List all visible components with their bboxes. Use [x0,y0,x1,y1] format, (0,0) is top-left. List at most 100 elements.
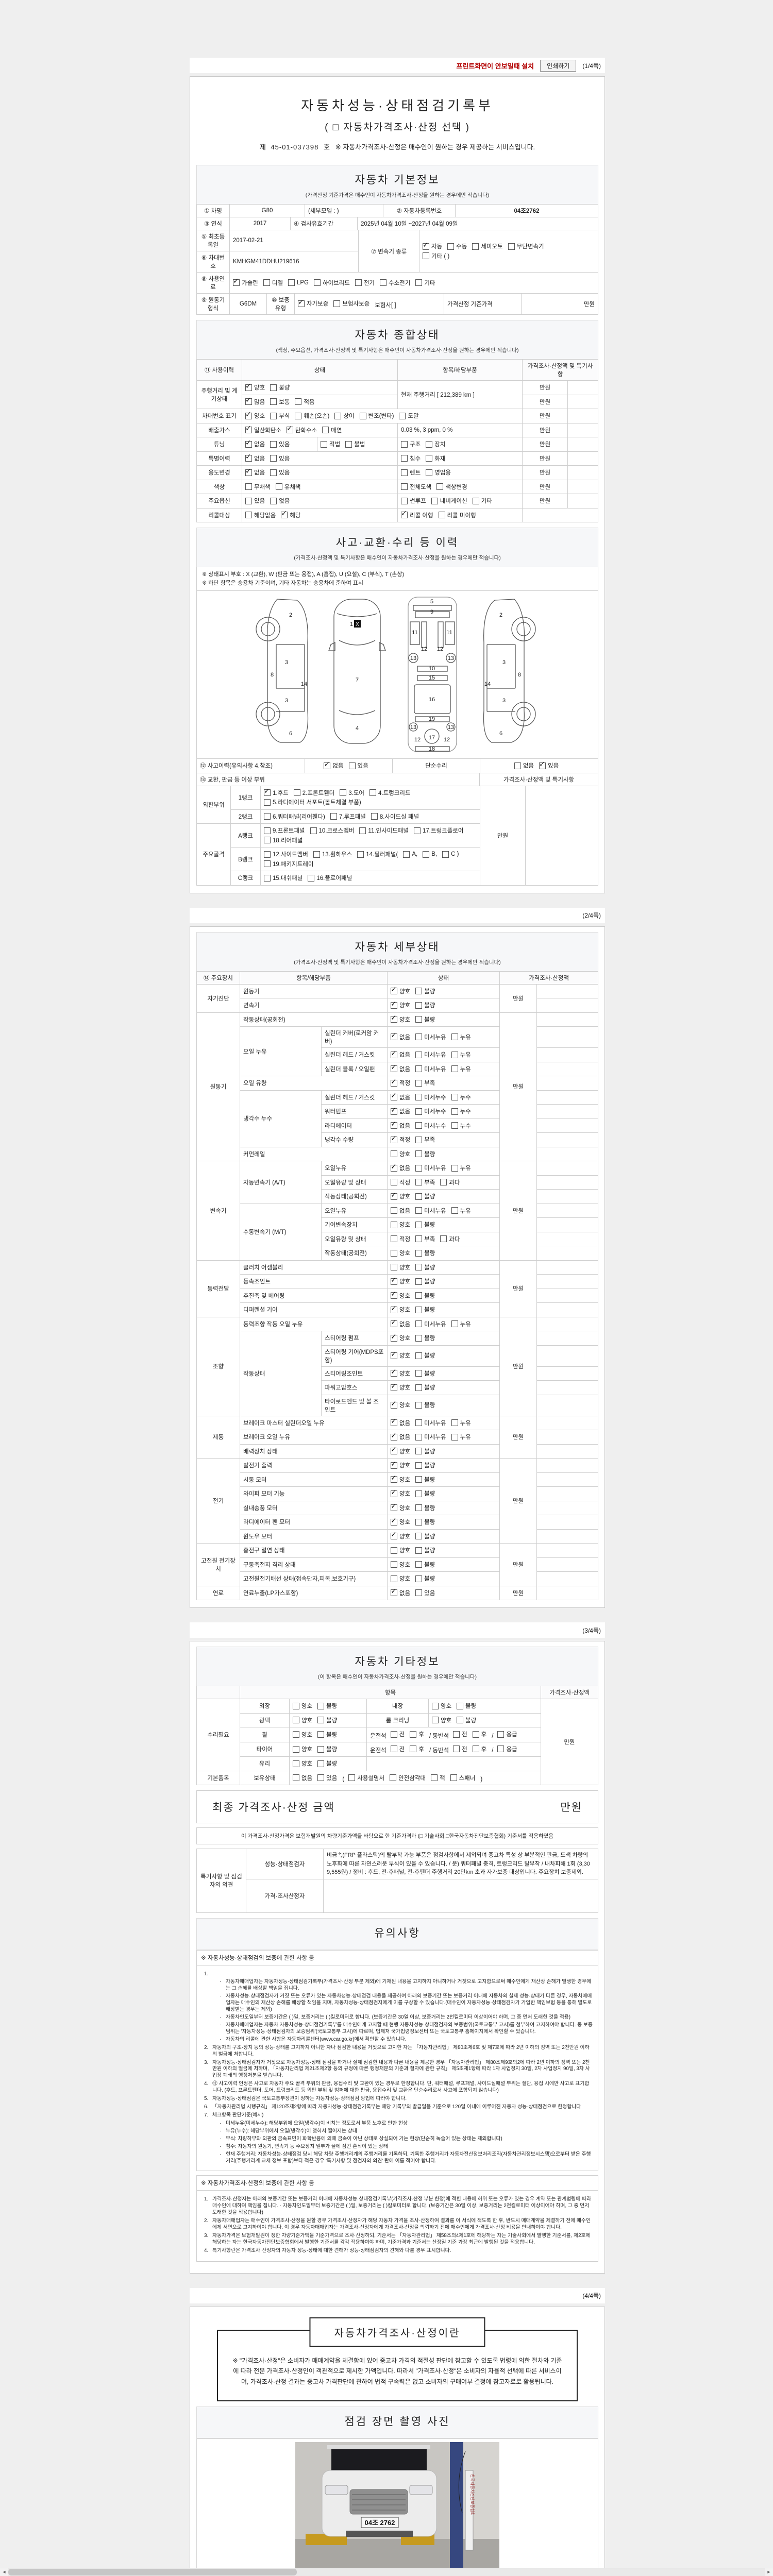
checkbox-option[interactable]: 12.사이드멤버 [264,850,308,858]
checkbox-option[interactable]: 누유 [451,1207,471,1215]
unchecked-checkbox-icon[interactable] [415,1051,423,1058]
checkbox-option[interactable]: 리콜 이행 [401,510,433,519]
checkbox-option[interactable]: 양호 [391,1263,410,1272]
unchecked-checkbox-icon[interactable] [415,1065,423,1072]
checkbox-option[interactable]: 불량 [415,1334,435,1342]
checkbox-option[interactable]: 전 [453,1730,467,1738]
checked-checkbox-icon[interactable] [245,382,252,391]
unchecked-checkbox-icon[interactable] [508,243,515,250]
checkbox-option[interactable]: 무채색 [245,483,271,491]
unchecked-checkbox-icon[interactable] [451,1108,458,1115]
checkbox-option[interactable]: 양호 [391,1561,410,1569]
unchecked-checkbox-icon[interactable] [453,1745,460,1752]
unchecked-checkbox-icon[interactable] [293,1774,299,1781]
checkbox-option[interactable]: 불량 [317,1716,337,1724]
unchecked-checkbox-icon[interactable] [426,455,433,462]
unchecked-checkbox-icon[interactable] [340,789,347,796]
unchecked-checkbox-icon[interactable] [293,1731,299,1738]
unchecked-checkbox-icon[interactable] [310,827,317,834]
unchecked-checkbox-icon[interactable] [390,1774,397,1781]
checkbox-option[interactable]: 불량 [317,1759,337,1768]
unchecked-checkbox-icon[interactable] [390,1745,397,1752]
checked-checkbox-icon[interactable] [391,1000,397,1009]
unchecked-checkbox-icon[interactable] [472,1731,479,1738]
checkbox-option[interactable]: 양호 [432,1716,451,1724]
checkbox-option[interactable]: 17.트렁크플로어 [414,826,463,835]
unchecked-checkbox-icon[interactable] [390,1731,397,1738]
unchecked-checkbox-icon[interactable] [431,1774,438,1781]
unchecked-checkbox-icon[interactable] [432,1717,439,1723]
unchecked-checkbox-icon[interactable] [415,1249,423,1257]
checked-checkbox-icon[interactable] [391,1092,397,1100]
unchecked-checkbox-icon[interactable] [264,874,271,882]
unchecked-checkbox-icon[interactable] [451,1051,458,1058]
checkbox-option[interactable]: 해당없음 [245,511,276,519]
checkbox-option[interactable]: 없음 [391,1432,410,1441]
checkbox-option[interactable]: 불량 [415,1447,435,1455]
checkbox-option[interactable]: 16.플로어패널 [308,874,352,882]
unchecked-checkbox-icon[interactable] [438,512,445,518]
checkbox-option[interactable]: 무단변속기 [508,242,544,250]
checked-checkbox-icon[interactable] [391,1587,397,1596]
checked-checkbox-icon[interactable] [539,760,546,769]
scroll-right-arrow[interactable]: ► [765,2568,773,2576]
checkbox-option[interactable]: 13.휠하우스 [313,850,352,858]
checkbox-option[interactable]: 응급 [497,1730,517,1738]
unchecked-checkbox-icon[interactable] [432,1702,439,1709]
checked-checkbox-icon[interactable] [391,1031,397,1041]
checkbox-option[interactable]: 양호 [391,1276,410,1285]
unchecked-checkbox-icon[interactable] [401,440,408,448]
unchecked-checkbox-icon[interactable] [270,497,277,504]
unchecked-checkbox-icon[interactable] [436,483,444,490]
unchecked-checkbox-icon[interactable] [415,1235,423,1242]
unchecked-checkbox-icon[interactable] [497,1745,505,1752]
checked-checkbox-icon[interactable] [391,1120,397,1129]
checkbox-option[interactable]: 불량 [457,1716,476,1724]
checkbox-option[interactable]: 불량 [415,1574,435,1583]
checkbox-option[interactable]: 불량 [415,1561,435,1569]
unchecked-checkbox-icon[interactable] [264,813,271,820]
checkbox-option[interactable]: 유채색 [275,483,301,491]
checkbox-option[interactable]: 누수 [451,1122,471,1130]
checkbox-option[interactable]: 응급 [497,1745,517,1753]
checkbox-option[interactable]: 없음 [293,1774,312,1782]
unchecked-checkbox-icon[interactable] [415,1094,423,1100]
checkbox-option[interactable]: 10.크로스멤버 [310,826,354,835]
print-button[interactable]: 인쇄하기 [540,59,577,72]
unchecked-checkbox-icon[interactable] [415,1016,423,1023]
checkbox-option[interactable]: 부식 [270,412,290,420]
checked-checkbox-icon[interactable] [245,439,252,448]
unchecked-checkbox-icon[interactable] [401,497,408,504]
checkbox-option[interactable]: 양호 [293,1731,312,1739]
checkbox-option[interactable]: 도말 [399,412,419,420]
unchecked-checkbox-icon[interactable] [391,1235,397,1242]
unchecked-checkbox-icon[interactable] [451,1122,458,1129]
checkbox-option[interactable]: 누수 [451,1093,471,1101]
unchecked-checkbox-icon[interactable] [415,1433,423,1440]
checkbox-option[interactable]: 없음 [391,1417,410,1427]
checkbox-option[interactable]: 양호 [391,986,410,995]
checkbox-option[interactable]: 적정 [391,1134,410,1144]
checkbox-option[interactable]: 전 [390,1745,405,1753]
checked-checkbox-icon[interactable] [391,1400,397,1409]
checkbox-option[interactable]: 불량 [415,1015,435,1024]
checkbox-option[interactable]: 양호 [391,1517,410,1526]
checked-checkbox-icon[interactable] [391,986,397,994]
unchecked-checkbox-icon[interactable] [415,1561,423,1568]
checkbox-option[interactable]: 장치 [426,440,445,448]
unchecked-checkbox-icon[interactable] [380,279,387,286]
checked-checkbox-icon[interactable] [391,1276,397,1285]
unchecked-checkbox-icon[interactable] [264,827,271,834]
checked-checkbox-icon[interactable] [264,787,271,796]
checkbox-option[interactable]: 전 [453,1745,467,1753]
checked-checkbox-icon[interactable] [391,1191,397,1200]
checkbox-option[interactable]: 불량 [415,1277,435,1285]
checkbox-option[interactable]: 안전삼각대 [390,1774,426,1782]
checkbox-option[interactable]: 불량 [415,1263,435,1272]
checkbox-option[interactable]: 화재 [426,454,445,463]
checkbox-option[interactable]: 미세누유 [415,1065,446,1073]
checked-checkbox-icon[interactable] [391,1063,397,1072]
checkbox-option[interactable]: 없음 [391,1106,410,1115]
unchecked-checkbox-icon[interactable] [451,1207,458,1214]
checked-checkbox-icon[interactable] [298,298,305,307]
